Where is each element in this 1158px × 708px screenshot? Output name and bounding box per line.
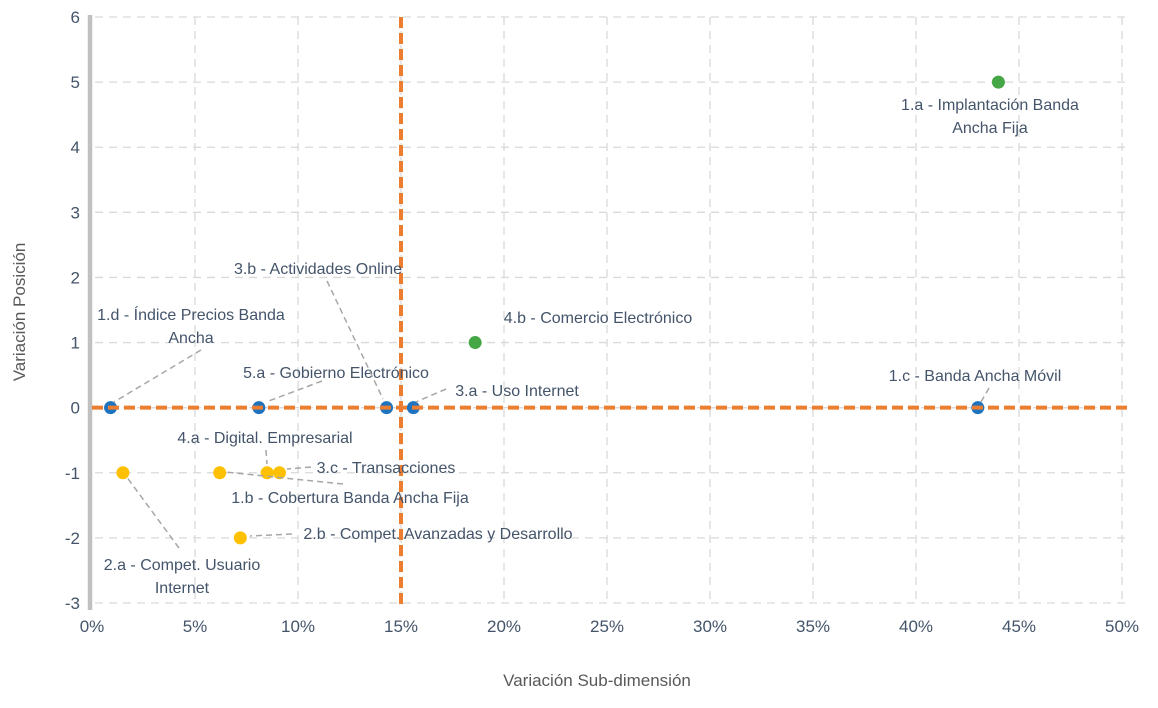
x-tick-label: 45% [1002, 617, 1036, 636]
data-point-layer [104, 75, 1005, 545]
leader-line-3a [415, 388, 447, 403]
x-tick-label: 15% [384, 617, 418, 636]
point-label-4a: 4.a - Digital. Empresarial [177, 430, 352, 447]
x-tick-label: 10% [281, 617, 315, 636]
x-tick-label: 0% [80, 617, 105, 636]
x-axis-title: Variación Sub-dimensión [503, 671, 691, 690]
y-tick-label: 1 [71, 334, 80, 353]
point-label-5a: 5.a - Gobierno Electrónico [243, 365, 429, 382]
x-tick-label: 5% [183, 617, 208, 636]
leader-line-1d [113, 349, 202, 403]
data-point-2a[interactable] [116, 466, 130, 480]
y-tick-label: 6 [71, 8, 80, 27]
tick-label-layer: 0% 5% 10% 15% 20% 25% 30% 35% 40% 45% 50% 6 5 4 3 2 1 0 -1… [65, 8, 1139, 636]
y-tick-label: -2 [65, 529, 80, 548]
x-tick-label: 35% [796, 617, 830, 636]
x-tick-label: 20% [487, 617, 521, 636]
leader-line-4a [265, 449, 268, 465]
point-label-1d: 1.d - Índice Precios Banda Ancha [97, 305, 285, 347]
y-tick-label: -3 [65, 594, 80, 613]
point-label-1b: 1.b - Cobertura Banda Ancha Fija [231, 490, 469, 507]
data-point-1a[interactable] [991, 75, 1005, 89]
x-tick-label: 25% [590, 617, 624, 636]
y-tick-label: -1 [65, 464, 80, 483]
leader-line-3c [286, 466, 312, 470]
point-label-3a: 3.a - Uso Internet [455, 383, 579, 400]
leader-line-5a [265, 380, 323, 403]
data-point-2b[interactable] [233, 531, 247, 545]
point-label-1c: 1.c - Banda Ancha Móvil [889, 368, 1062, 385]
data-point-1b[interactable] [213, 466, 227, 480]
annotation-layer: 1.a - Implantación Banda Ancha Fija 4.b - … [97, 97, 1079, 597]
crosshair-layer [92, 17, 1127, 607]
x-tick-label: 40% [899, 617, 933, 636]
point-label-3c: 3.c - Transacciones [317, 460, 456, 477]
point-label-2b: 2.b - Compet. Avanzadas y Desarrollo [303, 526, 572, 543]
leader-line-2a [125, 475, 180, 549]
leader-line-3b [326, 280, 384, 400]
gridline-layer [95, 16, 1127, 604]
leader-line-1c [980, 387, 990, 403]
y-tick-label: 3 [71, 203, 80, 222]
data-point-3c[interactable] [272, 466, 286, 480]
y-tick-label: 0 [71, 399, 80, 418]
point-label-3b: 3.b - Actividades Online [234, 261, 402, 278]
y-axis-title: Variación Posición [10, 243, 29, 382]
data-point-4b[interactable] [468, 336, 482, 350]
leader-line-2b [249, 533, 293, 537]
x-tick-label: 50% [1105, 617, 1139, 636]
point-label-1a: 1.a - Implantación Banda Ancha Fija [901, 97, 1079, 137]
point-label-4b: 4.b - Comercio Electrónico [504, 310, 693, 327]
y-tick-label: 4 [71, 138, 80, 157]
x-tick-label: 30% [693, 617, 727, 636]
point-label-2a: 2.a - Compet. Usuario Internet [104, 557, 261, 597]
y-tick-label: 5 [71, 73, 80, 92]
y-tick-label: 2 [71, 268, 80, 287]
